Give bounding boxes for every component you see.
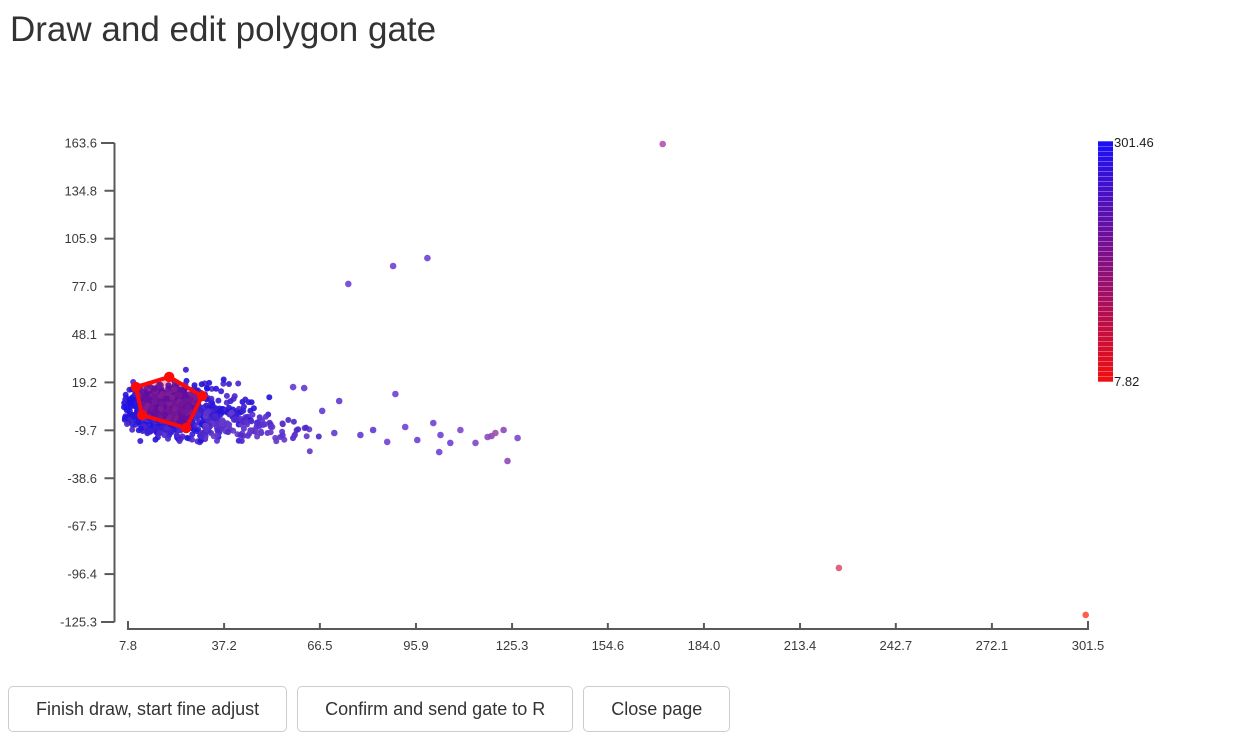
- close-page-button[interactable]: Close page: [583, 686, 731, 732]
- axes: 163.6 134.8 105.9 77.0 48.1 19.2 -9.7 -38.6 -67.…: [60, 136, 1104, 654]
- y-tick-label: -38.6: [67, 471, 97, 486]
- polygon-gate-vertex[interactable]: [130, 381, 141, 393]
- confirm-send-gate-button[interactable]: Confirm and send gate to R: [297, 686, 574, 732]
- page-title: Draw and edit polygon gate: [10, 10, 437, 49]
- x-tick-label: 95.9: [403, 638, 428, 653]
- x-tick-label: 37.2: [211, 638, 236, 653]
- x-tick-label: 184.0: [688, 638, 721, 653]
- x-tick-label: 7.8: [119, 638, 137, 653]
- polygon-gate: [130, 371, 208, 434]
- x-tick-label: 125.3: [496, 638, 529, 653]
- colorbar-gradient: [1098, 141, 1113, 382]
- x-tick-label: 154.6: [592, 638, 625, 653]
- y-tick-label: 77.0: [72, 279, 97, 294]
- y-tick-label: 163.6: [64, 136, 97, 151]
- scatter-plot[interactable]: 163.6 134.8 105.9 77.0 48.1 19.2 -9.7 -38.6 -67.…: [0, 0, 1253, 672]
- x-tick-label: 301.5: [1072, 638, 1105, 653]
- polygon-gate-vertex[interactable]: [164, 371, 175, 383]
- y-tick-label: 48.1: [72, 327, 97, 342]
- y-tick-label: 105.9: [64, 231, 97, 246]
- y-tick-label: -125.3: [60, 615, 97, 630]
- colorbar-max-label: 301.46: [1114, 135, 1154, 150]
- button-row: Finish draw, start fine adjust Confirm a…: [8, 686, 731, 732]
- x-tick-label: 66.5: [307, 638, 332, 653]
- x-tick-label: 213.4: [784, 638, 817, 653]
- y-tick-label: 19.2: [72, 375, 97, 390]
- y-tick-label: 134.8: [64, 183, 97, 198]
- colorbar-min-label: 7.82: [1114, 374, 1140, 389]
- y-tick-label: -96.4: [67, 567, 97, 582]
- x-tick-label: 272.1: [976, 638, 1009, 653]
- finish-draw-button[interactable]: Finish draw, start fine adjust: [8, 686, 288, 732]
- polygon-gate-vertex[interactable]: [136, 409, 148, 421]
- y-tick-label: -9.7: [75, 423, 97, 438]
- polygon-gate-vertex[interactable]: [181, 422, 192, 434]
- x-tick-label: 242.7: [880, 638, 913, 653]
- outlier-points: [253, 140, 1089, 619]
- y-tick-label: -67.5: [67, 519, 97, 534]
- polygon-gate-vertex[interactable]: [197, 390, 208, 402]
